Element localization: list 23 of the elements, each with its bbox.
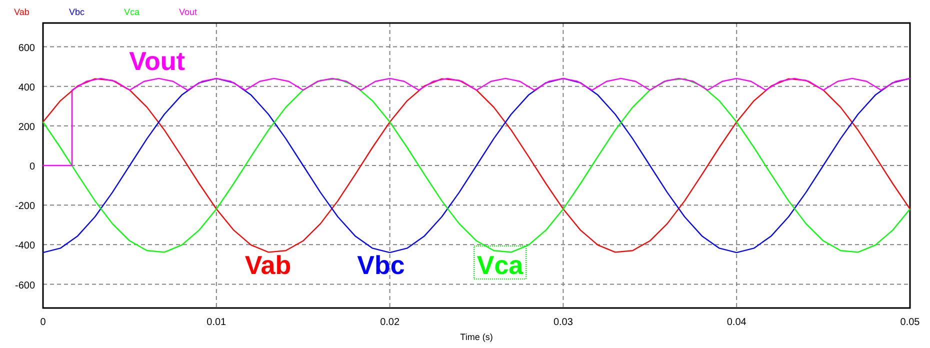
text: Vca — [124, 7, 140, 17]
text: Vout — [179, 7, 198, 17]
x-tick-label: 0.02 — [380, 317, 400, 328]
annotation: Vbc — [357, 250, 405, 280]
x-tick-label: 0.01 — [206, 317, 227, 328]
x-axis-title: Time (s) — [460, 332, 493, 342]
y-tick-label: -400 — [14, 240, 36, 252]
y-tick-label: 0 — [29, 162, 36, 172]
text: Vbc — [69, 7, 86, 17]
y-tick-label: 400 — [18, 82, 36, 94]
y-tick-label: 200 — [18, 122, 36, 133]
annotation: Vca — [476, 250, 524, 280]
x-tick-label: 0.04 — [726, 317, 747, 328]
annotation: Vout — [129, 46, 186, 76]
y-tick-label: -200 — [14, 201, 36, 212]
y-tick-label: -600 — [14, 280, 36, 292]
x-tick-label: 0.05 — [900, 317, 920, 328]
x-tick-label: 0 — [40, 317, 46, 328]
y-tick-label: 600 — [18, 42, 36, 54]
text: Vab — [14, 7, 30, 17]
x-tick-label: 0.03 — [553, 317, 574, 328]
line-series — [42, 78, 911, 166]
annotation: Vab — [244, 250, 292, 280]
